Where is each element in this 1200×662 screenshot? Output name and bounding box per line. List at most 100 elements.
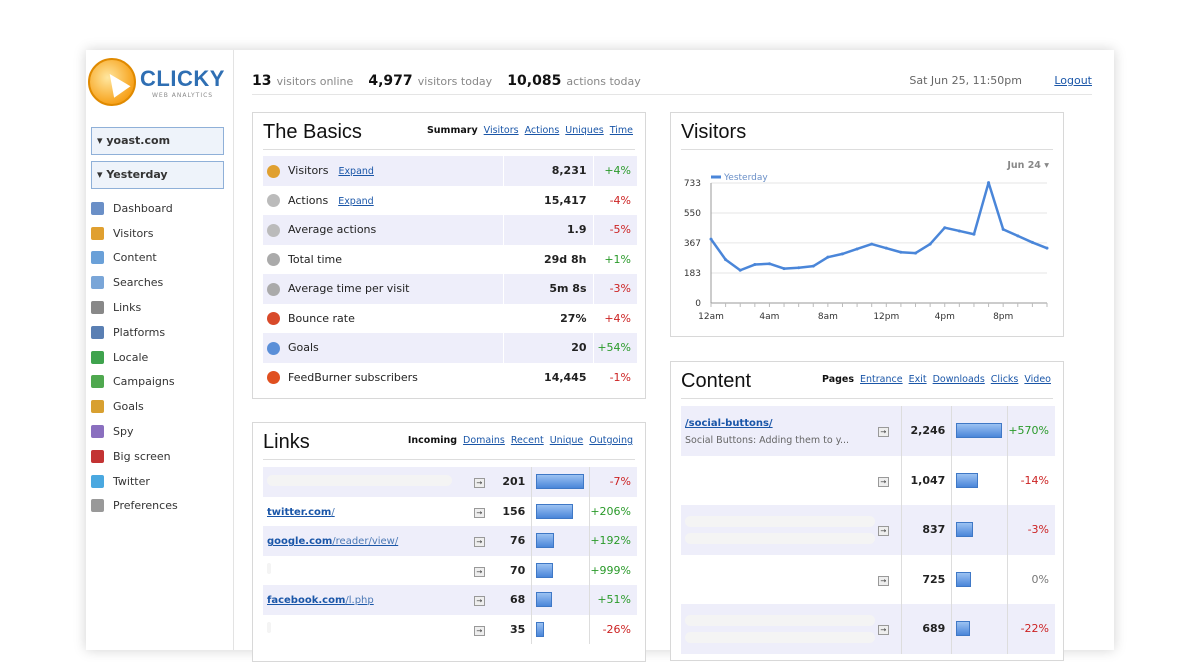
content-bar bbox=[956, 522, 974, 538]
sidebar-item-links[interactable]: Links bbox=[91, 295, 231, 320]
outbound-link-icon[interactable]: → bbox=[473, 615, 494, 645]
tab-incoming[interactable]: Incoming bbox=[407, 435, 458, 446]
outbound-link-icon[interactable]: → bbox=[877, 555, 902, 605]
data-point[interactable] bbox=[957, 229, 961, 233]
topbar-divider bbox=[252, 94, 1092, 95]
data-point[interactable] bbox=[709, 237, 713, 241]
data-point[interactable] bbox=[943, 226, 947, 230]
expand-link[interactable]: Expand bbox=[338, 166, 374, 177]
y-tick-label: 550 bbox=[684, 209, 701, 219]
tab-time[interactable]: Time bbox=[609, 125, 633, 136]
data-point[interactable] bbox=[1016, 234, 1020, 238]
outbound-link-icon[interactable]: → bbox=[473, 585, 494, 615]
data-point[interactable] bbox=[884, 246, 888, 250]
sidebar-item-locale[interactable]: Locale bbox=[91, 345, 231, 370]
visitors-icon bbox=[267, 164, 280, 178]
link-domain[interactable]: google.com/reader/view/ bbox=[267, 536, 398, 547]
clicky-logo[interactable]: CLICKY WEB ANALYTICS bbox=[86, 56, 234, 112]
tab-unique[interactable]: Unique bbox=[549, 435, 584, 446]
data-point[interactable] bbox=[738, 268, 742, 272]
data-point[interactable] bbox=[987, 181, 991, 185]
outbound-link-icon[interactable]: → bbox=[877, 604, 902, 654]
tab-outgoing[interactable]: Outgoing bbox=[589, 435, 633, 446]
outbound-link-icon[interactable]: → bbox=[877, 406, 902, 456]
data-point[interactable] bbox=[797, 266, 801, 270]
content-count: 1,047 bbox=[901, 455, 952, 505]
date-selector[interactable]: ▾ Yesterday bbox=[91, 161, 224, 189]
data-point[interactable] bbox=[811, 264, 815, 268]
data-point[interactable] bbox=[753, 263, 757, 267]
basics-value: 15,417 bbox=[502, 185, 593, 215]
tab-video[interactable]: Video bbox=[1024, 374, 1051, 385]
data-point[interactable] bbox=[972, 232, 976, 236]
data-point[interactable] bbox=[840, 252, 844, 256]
data-point[interactable] bbox=[1001, 227, 1005, 231]
tab-entrance[interactable]: Entrance bbox=[860, 374, 903, 385]
links-tabs: Incoming Domains Recent Unique Outgoing bbox=[402, 435, 633, 446]
data-point[interactable] bbox=[826, 255, 830, 259]
link-row: google.com/reader/view/ → 76 +192% bbox=[263, 526, 637, 556]
tab-pages[interactable]: Pages bbox=[822, 374, 855, 385]
outbound-link-icon[interactable]: → bbox=[473, 526, 494, 556]
tab-clicks[interactable]: Clicks bbox=[990, 374, 1019, 385]
sidebar-item-dashboard[interactable]: Dashboard bbox=[91, 196, 231, 221]
sidebar-item-preferences[interactable]: Preferences bbox=[91, 494, 231, 519]
chart-period-selector[interactable]: Jun 24 ▾ bbox=[1007, 160, 1049, 171]
sidebar-item-platforms[interactable]: Platforms bbox=[91, 320, 231, 345]
content-change: -22% bbox=[1007, 604, 1055, 654]
tab-downloads[interactable]: Downloads bbox=[932, 374, 985, 385]
sidebar-item-campaigns[interactable]: Campaigns bbox=[91, 370, 231, 395]
sidebar-nav: Dashboard Visitors Content Searches Links Pla… bbox=[91, 196, 231, 518]
outbound-link-icon[interactable]: → bbox=[473, 556, 494, 586]
link-domain[interactable]: twitter.com/ bbox=[267, 507, 335, 518]
data-point[interactable] bbox=[782, 267, 786, 271]
basics-change: -3% bbox=[592, 274, 637, 304]
sidebar-item-twitter[interactable]: Twitter bbox=[91, 469, 231, 494]
outbound-link-icon[interactable]: → bbox=[877, 505, 902, 555]
tab-uniques[interactable]: Uniques bbox=[565, 125, 604, 136]
link-change: +51% bbox=[589, 585, 637, 615]
data-point[interactable] bbox=[855, 247, 859, 251]
globe-icon bbox=[91, 350, 104, 364]
sidebar-item-spy[interactable]: Spy bbox=[91, 419, 231, 444]
link-count: 35 bbox=[510, 622, 526, 636]
tab-visitors[interactable]: Visitors bbox=[483, 125, 519, 136]
sidebar-item-content[interactable]: Content bbox=[91, 246, 231, 271]
data-point[interactable] bbox=[724, 258, 728, 262]
data-point[interactable] bbox=[870, 242, 874, 246]
outbound-link-icon[interactable]: → bbox=[473, 467, 494, 497]
sidebar-item-goals[interactable]: Goals bbox=[91, 394, 231, 419]
series-line-yesterday bbox=[709, 181, 1048, 272]
tab-summary[interactable]: Summary bbox=[426, 125, 478, 136]
expand-link[interactable]: Expand bbox=[338, 195, 374, 207]
link-change: -7% bbox=[589, 467, 637, 497]
sidebar-item-visitors[interactable]: Visitors bbox=[91, 221, 231, 246]
tab-actions[interactable]: Actions bbox=[524, 125, 560, 136]
data-point[interactable] bbox=[928, 242, 932, 246]
sidebar-item-searches[interactable]: Searches bbox=[91, 270, 231, 295]
logout-link[interactable]: Logout bbox=[1054, 74, 1092, 87]
site-selector[interactable]: ▾ yoast.com bbox=[91, 127, 224, 155]
content-change: -14% bbox=[1007, 455, 1055, 505]
content-page-link[interactable]: /social-buttons/ bbox=[685, 417, 773, 429]
tab-domains[interactable]: Domains bbox=[463, 435, 505, 446]
data-point[interactable] bbox=[767, 262, 771, 266]
visitors-chart-panel: Visitors Jun 24 ▾ 0 183 367 550 733 12am 4am 8a… bbox=[670, 112, 1064, 337]
clock-icon bbox=[267, 253, 280, 266]
sidebar-item-big-screen[interactable]: Big screen bbox=[91, 444, 231, 469]
data-point[interactable] bbox=[1030, 240, 1034, 244]
outbound-link-icon[interactable]: → bbox=[473, 497, 494, 527]
data-point[interactable] bbox=[899, 250, 903, 254]
basics-row: Bounce rate 27% +4% bbox=[263, 303, 637, 333]
link-domain[interactable]: facebook.com/l.php bbox=[267, 595, 374, 606]
visitors-line-chart: 0 183 367 550 733 12am 4am 8am 12pm 4pm 8pm Yesterd… bbox=[684, 173, 1049, 322]
tab-exit[interactable]: Exit bbox=[908, 374, 927, 385]
twitter-icon bbox=[91, 474, 104, 488]
data-point[interactable] bbox=[914, 251, 918, 255]
content-row: → 725 0% bbox=[681, 554, 1055, 605]
basics-label: Average time per visit bbox=[288, 282, 410, 295]
tab-recent[interactable]: Recent bbox=[510, 435, 544, 446]
outbound-link-icon[interactable]: → bbox=[877, 456, 902, 506]
content-page-title: Social Buttons: Adding them to y... bbox=[685, 434, 850, 446]
data-point[interactable] bbox=[1045, 246, 1049, 250]
